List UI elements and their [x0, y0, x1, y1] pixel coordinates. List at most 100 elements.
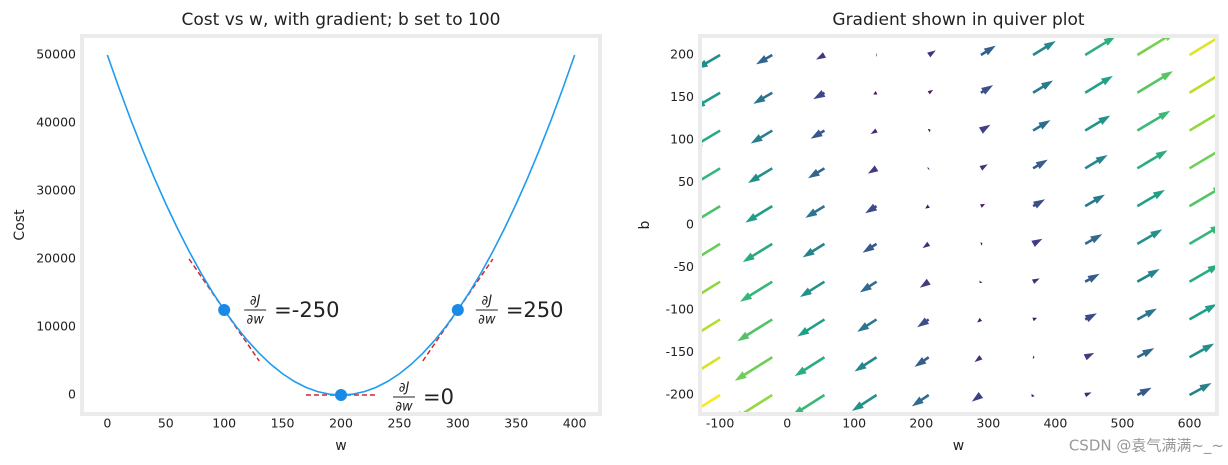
annotation-text: =0 — [423, 385, 454, 409]
gradient-arrow — [1188, 304, 1215, 321]
annotation-numerator: ∂J — [399, 381, 410, 396]
gradient-arrow — [974, 355, 983, 363]
gradient-arrow — [745, 205, 773, 223]
y-tick-label: 50 — [678, 174, 694, 189]
y-tick-label: -100 — [666, 302, 694, 317]
gradient-arrow — [800, 280, 826, 298]
gradient-point — [218, 304, 231, 316]
gradient-arrow — [1136, 348, 1155, 359]
gradient-arrow — [702, 167, 721, 181]
gradient-arrow — [978, 124, 991, 134]
gradient-arrow — [1084, 115, 1111, 132]
gradient-arrow — [914, 356, 930, 367]
y-tick-label: 50000 — [36, 47, 76, 62]
gradient-arrow — [1188, 383, 1212, 397]
gradient-arrow — [734, 356, 773, 381]
gradient-arrow — [805, 205, 826, 218]
tangent-line — [422, 258, 494, 362]
gradient-arrow — [1136, 387, 1152, 397]
x-tick-label: 350 — [504, 416, 528, 431]
gradient-arrow — [1136, 150, 1168, 170]
gradient-arrow — [1188, 151, 1215, 170]
gradient-arrow — [922, 241, 931, 249]
gradient-arrow — [1136, 189, 1165, 208]
x-tick-label: 300 — [976, 416, 1000, 431]
gradient-arrow — [702, 356, 721, 371]
y-axis-label: b — [637, 220, 653, 229]
gradient-arrow — [753, 91, 773, 104]
y-tick-label: 30000 — [36, 183, 76, 198]
y-tick-label: 0 — [68, 387, 76, 402]
x-tick-label: -100 — [706, 416, 734, 431]
gradient-arrow — [977, 317, 983, 323]
gradient-arrow — [927, 166, 930, 170]
gradient-arrow — [867, 165, 879, 174]
gradient-arrow — [980, 45, 996, 57]
gradient-arrow — [917, 317, 930, 328]
gradient-arrow — [742, 242, 773, 263]
gradient-arrow — [1032, 317, 1038, 322]
gradient-arrow — [911, 393, 930, 407]
x-tick-label: 0 — [103, 416, 111, 431]
x-tick-label: 50 — [158, 416, 174, 431]
gradient-arrow — [756, 53, 773, 65]
gradient-arrow — [737, 318, 773, 342]
x-tick-label: 0 — [783, 416, 791, 431]
x-tick-label: 200 — [329, 416, 353, 431]
y-tick-label: -50 — [674, 259, 694, 274]
gradient-arrow — [794, 393, 826, 412]
gradient-arrow — [794, 356, 826, 377]
gradient-arrow — [862, 242, 878, 253]
y-tick-label: 150 — [670, 89, 694, 104]
x-tick-label: 200 — [909, 416, 933, 431]
gradient-arrow — [1188, 343, 1215, 359]
gradient-arrow — [1084, 75, 1113, 94]
gradient-arrow — [1136, 269, 1160, 283]
gradient-arrow — [1136, 229, 1163, 245]
gradient-arrow — [702, 242, 721, 257]
chart-title: Gradient shown in quiver plot — [832, 10, 1085, 30]
gradient-arrow — [748, 167, 773, 183]
gradient-arrow — [1032, 120, 1051, 132]
gradient-arrow — [1084, 194, 1105, 208]
gradient-arrow — [810, 129, 826, 139]
gradient-arrow — [1188, 265, 1215, 283]
x-tick-label: 100 — [212, 416, 236, 431]
x-axis-label: w — [953, 438, 964, 454]
x-axis-label: w — [335, 438, 346, 454]
gradient-arrow — [1188, 226, 1215, 245]
gradient-arrow — [740, 280, 773, 302]
annotation-denominator: ∂w — [395, 400, 413, 415]
gradient-arrow — [702, 91, 721, 107]
gradient-arrow — [865, 203, 878, 214]
gradient-arrow — [1031, 278, 1040, 284]
gradient-arrow — [971, 391, 984, 402]
annotation-numerator: ∂J — [482, 294, 493, 309]
x-tick-label: 600 — [1178, 416, 1202, 431]
x-tick-label: 150 — [271, 416, 295, 431]
gradient-arrow — [702, 205, 721, 219]
gradient-arrow — [1188, 113, 1215, 132]
gradient-arrow — [816, 52, 827, 60]
gradient-arrow — [979, 280, 983, 284]
gradient-point — [335, 389, 347, 401]
gradient-arrow — [979, 164, 988, 171]
gradient-arrow — [1136, 110, 1171, 132]
gradient-arrow — [1188, 75, 1215, 94]
gradient-arrow — [808, 167, 826, 179]
x-tick-label: 100 — [842, 416, 866, 431]
gradient-arrow — [1032, 355, 1035, 360]
gradient-arrow — [1032, 159, 1048, 170]
gradient-arrow — [750, 129, 773, 144]
gradient-arrow — [813, 89, 826, 100]
gradient-arrow — [702, 53, 721, 68]
gradient-arrow — [870, 128, 878, 135]
gradient-arrow — [1032, 199, 1046, 209]
x-tick-label: 400 — [563, 416, 587, 431]
gradient-arrow — [1084, 392, 1092, 398]
gradient-arrow — [1084, 154, 1108, 170]
gradient-arrow — [1032, 41, 1056, 57]
gradient-arrow — [702, 129, 721, 146]
gradient-arrow — [859, 280, 878, 293]
gradient-arrow — [925, 204, 930, 209]
